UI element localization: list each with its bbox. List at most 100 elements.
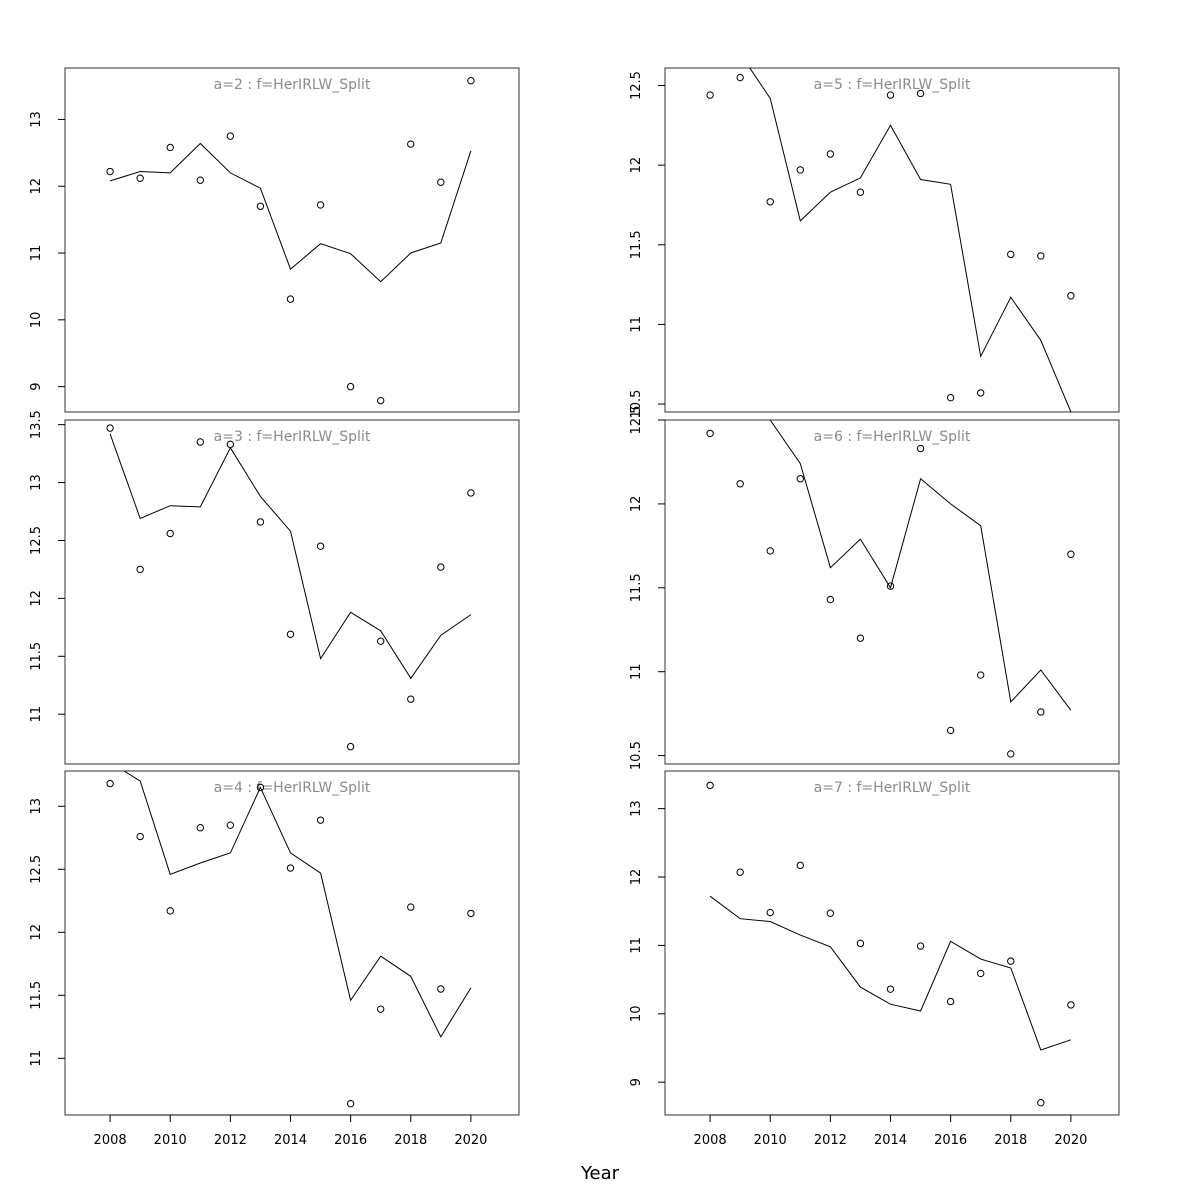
observed-point (1067, 550, 1075, 558)
observed-point (1007, 250, 1015, 259)
y-tick-label: 12.5 (29, 855, 44, 884)
observed-point (1007, 750, 1015, 758)
observed-point (736, 868, 744, 876)
observed-point (796, 861, 804, 870)
observed-point (467, 909, 475, 918)
observed-point (856, 939, 865, 948)
x-tick-label: 2014 (874, 1133, 907, 1148)
observed-point (316, 201, 325, 209)
x-tick-label: 2020 (454, 1133, 487, 1148)
x-tick-label: 2018 (394, 1133, 427, 1148)
observed-point (346, 382, 355, 391)
observed-point (856, 634, 865, 642)
y-tick-label: 9 (29, 382, 44, 390)
observed-point (376, 1005, 385, 1013)
observed-point (1067, 1001, 1075, 1009)
x-tick-label: 2010 (754, 1133, 787, 1148)
x-tick-label: 2010 (154, 1133, 187, 1148)
panel-title: a=7 : f=HerIRLW_Split (814, 780, 971, 796)
y-tick-label: 11 (629, 316, 644, 333)
observed-point (106, 167, 114, 176)
observed-point (467, 76, 475, 85)
x-tick-label: 2016 (934, 1133, 967, 1148)
observed-point (916, 89, 925, 98)
observed-point (766, 908, 774, 917)
observed-point (196, 438, 204, 446)
fitted-line (709, 895, 1072, 1051)
observed-point (346, 1099, 355, 1108)
observed-point (976, 389, 985, 397)
observed-point (916, 444, 925, 453)
panel-title: a=6 : f=HerIRLW_Split (814, 429, 971, 445)
observed-point (407, 903, 415, 911)
observed-point (766, 198, 774, 206)
panel-6: a=7 : f=HerIRLW_Split 9 10 11 12 13 2008 2010 20… (629, 770, 1120, 1148)
observed-point (886, 91, 895, 99)
panel-frame (664, 770, 1120, 1116)
observed-point (226, 132, 235, 140)
x-tick-label: 2012 (814, 1133, 847, 1148)
panel-title: a=4 : f=HerIRLW_Split (214, 780, 371, 796)
observed-point (376, 396, 385, 405)
observed-point (946, 393, 955, 402)
observed-point (166, 907, 174, 915)
panel-title: a=5 : f=HerIRLW_Split (814, 77, 971, 93)
y-tick-label: 11 (29, 245, 44, 262)
y-tick-label: 9 (629, 1078, 644, 1086)
y-tick-label: 10.5 (629, 741, 644, 770)
observed-point (826, 150, 835, 158)
observed-point (886, 582, 895, 590)
panel-3: a=4 : f=HerIRLW_Split 11 11.5 12 12.5 13 2008 2… (29, 770, 520, 1148)
panel-4: a=5 : f=HerIRLW_Split 10.5 11 11.5 12 12.5 (629, 67, 1120, 419)
observed-point (316, 816, 325, 824)
x-tick-label: 2014 (274, 1133, 307, 1148)
observed-point (826, 595, 835, 604)
panel-5: a=6 : f=HerIRLW_Split 10.5 11 11.5 12 12.5 (629, 406, 1120, 770)
observed-point (437, 178, 445, 186)
fitted-line (749, 68, 1072, 412)
observed-point (916, 942, 925, 950)
fitted-line (109, 433, 472, 680)
y-tick-label: 12 (29, 178, 44, 195)
y-tick-label: 12 (629, 496, 644, 513)
x-tick-label: 2018 (994, 1133, 1027, 1148)
observed-point (736, 480, 744, 488)
panel-title: a=2 : f=HerIRLW_Split (214, 77, 371, 93)
y-tick-label: 11.5 (29, 981, 44, 1010)
panel-frame (64, 419, 520, 765)
y-tick-label: 12 (629, 869, 644, 886)
x-tick-label: 2016 (334, 1133, 367, 1148)
observed-point (256, 518, 265, 526)
panel-frame (664, 67, 1120, 413)
observed-point (736, 73, 744, 82)
y-tick-label: 13 (629, 800, 644, 817)
observed-point (286, 630, 295, 638)
observed-point (766, 547, 774, 555)
fitted-line (109, 142, 472, 283)
observed-point (706, 429, 714, 438)
y-tick-label: 11 (29, 1050, 44, 1067)
x-tick-label: 2008 (94, 1133, 127, 1148)
observed-point (706, 781, 714, 790)
observed-point (1037, 708, 1045, 716)
observed-point (136, 565, 144, 574)
y-tick-label: 10 (29, 312, 44, 329)
observed-point (226, 440, 235, 449)
y-tick-label: 12.5 (629, 406, 644, 435)
x-tick-label: 2012 (214, 1133, 247, 1148)
observed-point (166, 529, 174, 538)
observed-point (166, 143, 174, 152)
observed-point (376, 637, 385, 645)
observed-point (256, 202, 265, 210)
observed-point (467, 489, 475, 497)
x-axis-label: Year (580, 1163, 620, 1184)
observed-point (1067, 292, 1075, 300)
observed-point (226, 821, 235, 829)
x-tick-label: 2020 (1054, 1133, 1087, 1148)
observed-point (946, 997, 955, 1006)
observed-point (256, 783, 265, 792)
y-tick-label: 12.5 (629, 71, 644, 100)
panel-frame (64, 67, 520, 413)
observed-point (437, 985, 445, 993)
